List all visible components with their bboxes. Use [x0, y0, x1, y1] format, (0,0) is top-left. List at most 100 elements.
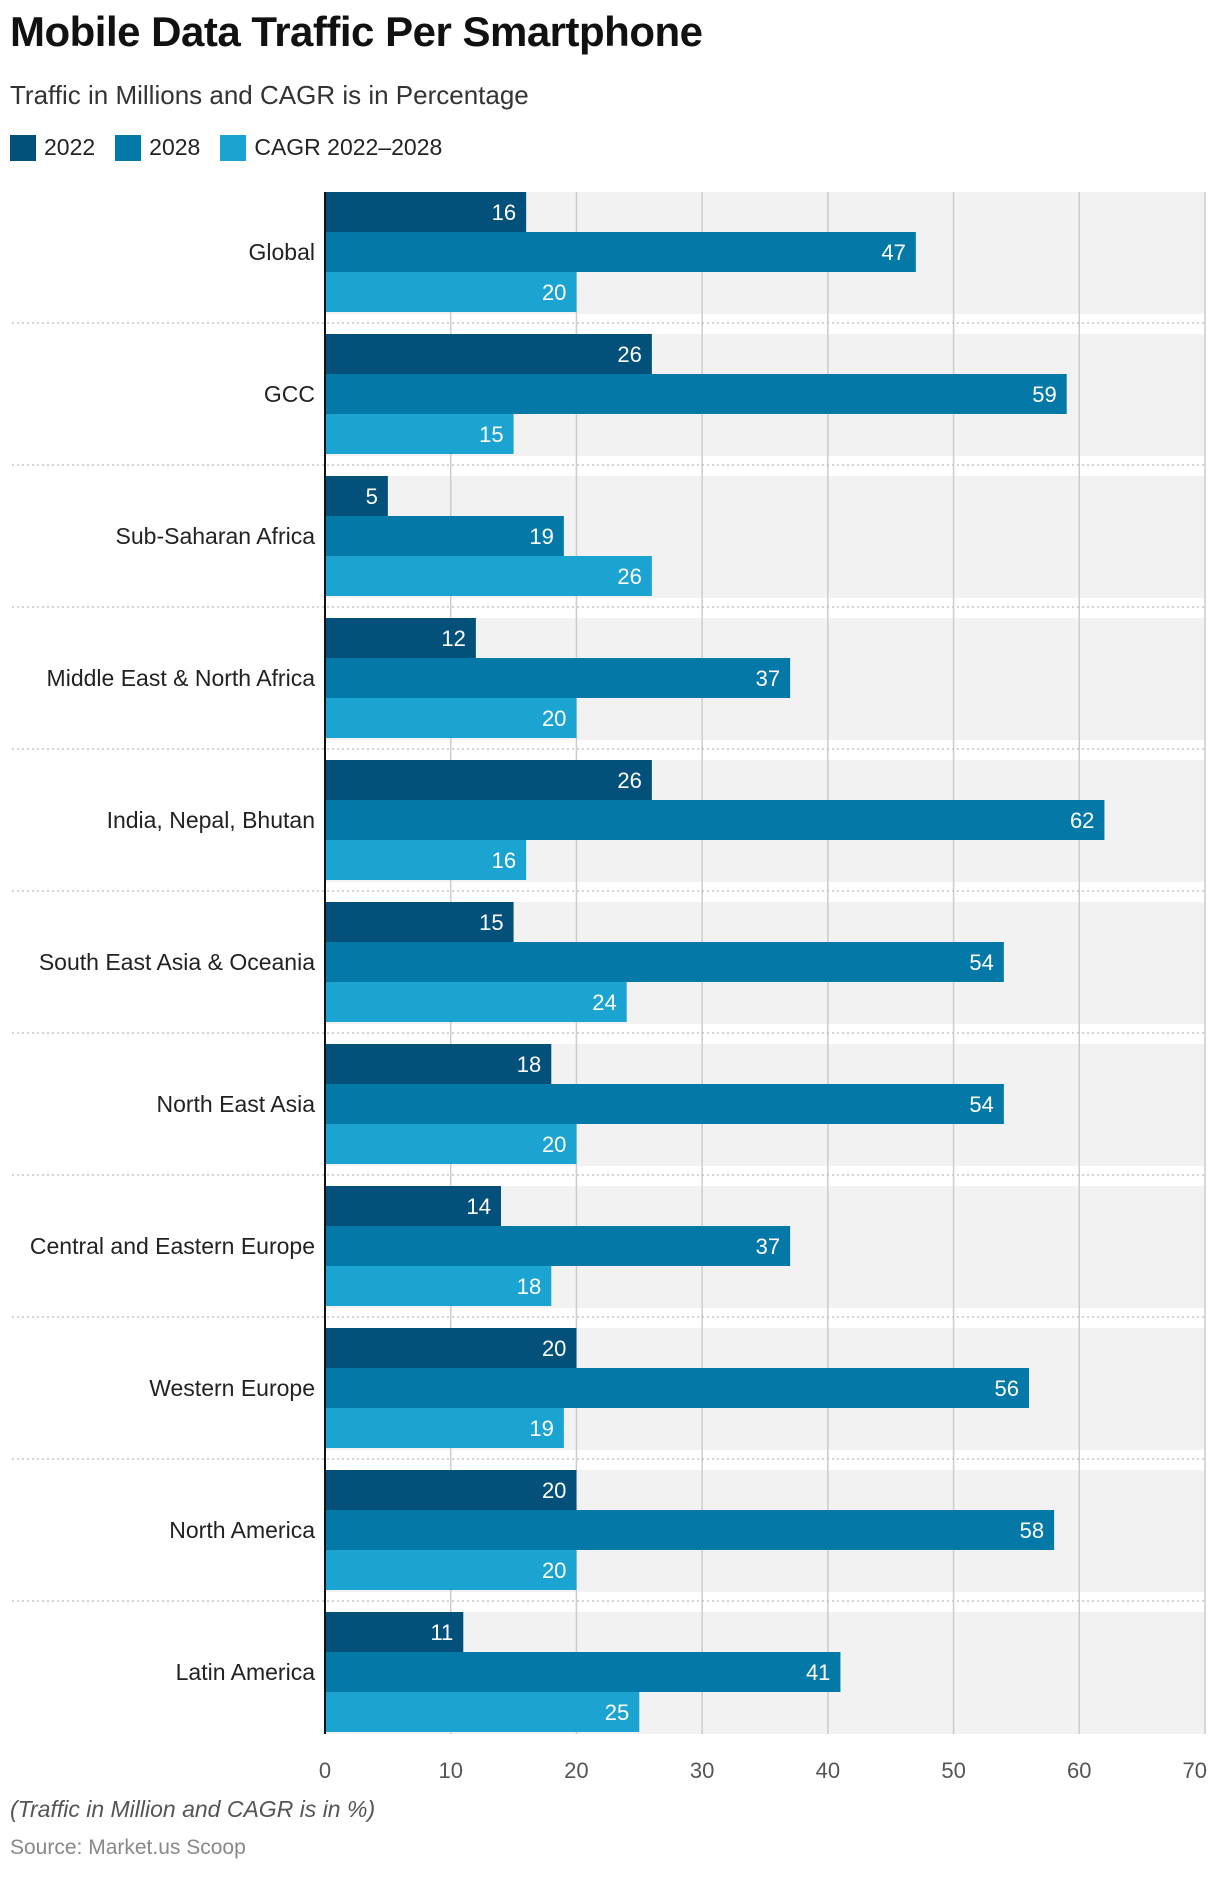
- bar: [325, 1186, 501, 1226]
- chart-subtitle: Traffic in Millions and CAGR is in Perce…: [10, 80, 529, 110]
- data-label: 37: [756, 666, 780, 691]
- bar: [325, 698, 577, 738]
- legend-item-2022: 2022: [10, 134, 95, 161]
- bar: [325, 902, 514, 942]
- bar: [325, 658, 791, 698]
- x-tick-label: 20: [564, 1758, 588, 1783]
- category-label: Western Europe: [149, 1375, 315, 1401]
- data-label: 24: [592, 990, 616, 1015]
- x-tick-label: 0: [319, 1758, 331, 1783]
- category-label: Central and Eastern Europe: [30, 1233, 315, 1259]
- bar: [325, 334, 652, 374]
- data-label: 26: [617, 342, 641, 367]
- chart-title: Mobile Data Traffic Per Smartphone: [10, 8, 703, 55]
- data-label: 54: [969, 1092, 993, 1117]
- bar: [325, 1550, 577, 1590]
- bar: [325, 1226, 791, 1266]
- bar: [325, 1692, 640, 1732]
- bar: [325, 556, 652, 596]
- legend-label-cagr: CAGR 2022–2028: [254, 134, 443, 160]
- footnote: (Traffic in Million and CAGR is in %): [10, 1796, 376, 1822]
- x-tick-label: 10: [438, 1758, 462, 1783]
- data-label: 14: [467, 1194, 491, 1219]
- data-label: 20: [542, 1132, 566, 1157]
- bar: [325, 1368, 1029, 1408]
- data-label: 56: [995, 1376, 1019, 1401]
- data-label: 16: [492, 848, 516, 873]
- category-label: Middle East & North Africa: [47, 665, 316, 691]
- bar-chart: Global 16 47 20 GCC 26 59 15 Sub-Saharan Africa 5…: [12, 192, 1207, 1783]
- data-label: 11: [430, 1620, 453, 1645]
- x-tick-label: 30: [690, 1758, 714, 1783]
- bar: [325, 192, 527, 232]
- legend-item-2028: 2028: [115, 134, 200, 161]
- data-label: 20: [542, 1336, 566, 1361]
- category-label: GCC: [264, 381, 315, 407]
- bar: [325, 1266, 552, 1306]
- legend-swatch-2028: [115, 134, 142, 161]
- category-label: Latin America: [176, 1659, 316, 1685]
- data-label: 62: [1070, 808, 1094, 833]
- data-label: 15: [479, 422, 503, 447]
- bar: [325, 942, 1004, 982]
- legend-swatch-cagr: [220, 134, 247, 161]
- data-label: 12: [441, 626, 465, 651]
- bar: [325, 516, 564, 556]
- data-label: 26: [617, 768, 641, 793]
- bar: [325, 840, 527, 880]
- data-label: 47: [881, 240, 905, 265]
- data-label: 15: [479, 910, 503, 935]
- bar: [325, 982, 627, 1022]
- x-tick-label: 70: [1183, 1758, 1207, 1783]
- x-tick-label: 50: [941, 1758, 965, 1783]
- legend-item-cagr: CAGR 2022–2028: [220, 134, 442, 161]
- x-tick-label: 60: [1067, 1758, 1091, 1783]
- data-label: 19: [529, 524, 553, 549]
- bar: [325, 1408, 564, 1448]
- data-label: 41: [806, 1660, 830, 1685]
- data-label: 25: [605, 1700, 629, 1725]
- data-label: 19: [529, 1416, 553, 1441]
- data-label: 26: [617, 564, 641, 589]
- legend-swatch-2022: [10, 134, 36, 161]
- category-label: North America: [169, 1517, 315, 1543]
- bar: [325, 1328, 577, 1368]
- data-label: 20: [542, 1478, 566, 1503]
- bar: [325, 800, 1105, 840]
- bar: [325, 476, 388, 516]
- bar: [325, 1612, 464, 1652]
- data-label: 58: [1020, 1518, 1044, 1543]
- bar: [325, 1124, 577, 1164]
- bar: [325, 1510, 1055, 1550]
- legend-label-2022: 2022: [44, 134, 96, 160]
- category-label: North East Asia: [156, 1091, 315, 1117]
- category-label: Sub-Saharan Africa: [116, 523, 316, 549]
- data-label: 20: [542, 1558, 566, 1583]
- bar: [325, 1652, 841, 1692]
- category-label: India, Nepal, Bhutan: [107, 807, 315, 833]
- bar: [325, 272, 577, 312]
- source-credit: Source: Market.us Scoop: [10, 1836, 246, 1859]
- data-label: 18: [517, 1052, 541, 1077]
- data-label: 59: [1032, 382, 1056, 407]
- data-label: 16: [492, 200, 516, 225]
- bar: [325, 414, 514, 454]
- bar: [325, 760, 652, 800]
- data-label: 18: [517, 1274, 541, 1299]
- bar: [325, 618, 476, 658]
- data-label: 20: [542, 706, 566, 731]
- legend-label-2028: 2028: [149, 134, 201, 160]
- bar: [325, 232, 916, 272]
- bar: [325, 374, 1067, 414]
- x-tick-label: 40: [816, 1758, 840, 1783]
- bar: [325, 1044, 552, 1084]
- bar: [325, 1084, 1004, 1124]
- bar: [325, 1470, 577, 1510]
- data-label: 5: [366, 484, 378, 509]
- data-label: 20: [542, 280, 566, 305]
- category-label: South East Asia & Oceania: [39, 949, 315, 975]
- data-label: 37: [756, 1234, 780, 1259]
- category-label: Global: [249, 239, 315, 265]
- legend: 2022 2028 CAGR 2022–2028: [10, 134, 462, 161]
- data-label: 54: [969, 950, 993, 975]
